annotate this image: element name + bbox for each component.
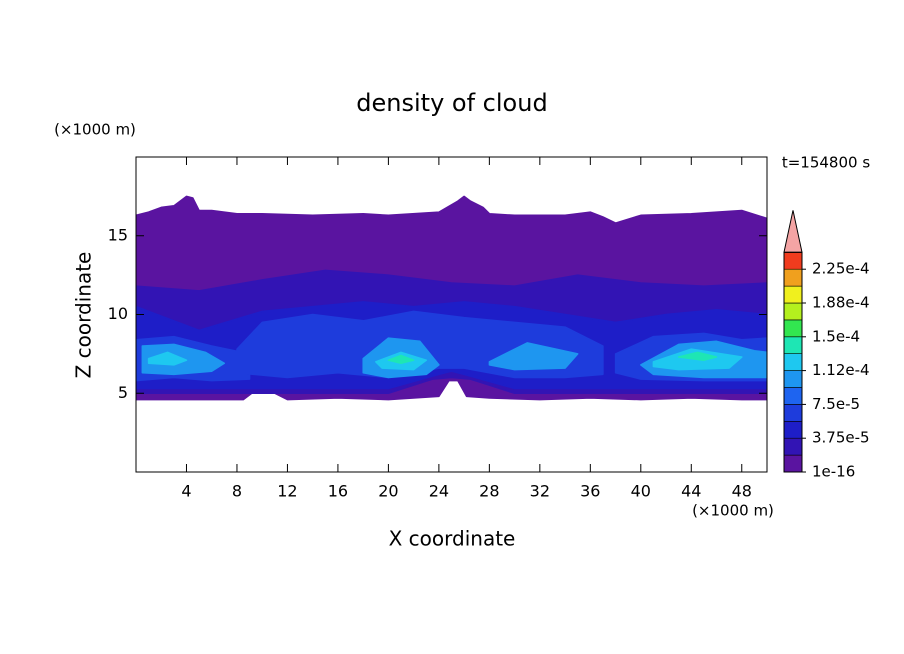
contour-region: [147, 351, 188, 366]
colorbar-tick-label: 3.75e-5: [812, 429, 870, 447]
x-tick-label: 4: [181, 482, 191, 501]
colorbar-band: [783, 336, 803, 354]
colorbar-band: [783, 420, 803, 439]
y-tick-label: 15: [108, 225, 128, 244]
y-tick-label: 5: [118, 383, 128, 402]
contour-region: [677, 351, 718, 361]
x-tick-label: 20: [378, 482, 398, 501]
colorbar-band: [783, 252, 803, 270]
chart-title: density of cloud: [356, 89, 547, 117]
contour-region: [387, 354, 415, 365]
colorbar-tick-label: 2.25e-4: [812, 260, 870, 278]
colorbar-band: [783, 319, 803, 338]
colorbar-band: [783, 353, 803, 371]
x-tick-label: 44: [681, 482, 701, 501]
colorbar-tick-label: 1e-16: [812, 463, 855, 481]
x-tick-label: 32: [530, 482, 550, 501]
time-annotation: t=154800 s: [782, 154, 870, 172]
y-unit: (×1000 m): [54, 121, 136, 139]
colorbar: 1e-16 3.75e-5 7.5e-5 1.12e-4 1.5e-4 1.88e-4 2.…: [783, 210, 870, 481]
y-tick-label: 10: [108, 304, 128, 323]
contour-region: [488, 342, 579, 371]
colorbar-band: [783, 268, 803, 287]
colorbar-band: [783, 437, 803, 456]
colorbar-frame: [783, 251, 803, 473]
colorbar-band: [783, 285, 803, 304]
x-tick-label: 36: [580, 482, 600, 501]
colorbar-tick-label: 1.88e-4: [812, 294, 870, 312]
x-unit: (×1000 m): [692, 502, 774, 520]
colorbar-tick-label: 1.5e-4: [812, 327, 860, 345]
contour-layer: [136, 195, 767, 401]
x-tick-label: 16: [328, 482, 348, 501]
x-tick-label: 28: [479, 482, 499, 501]
colorbar-band: [783, 370, 803, 388]
x-tick-label: 24: [429, 482, 449, 501]
colorbar-band: [783, 302, 803, 321]
colorbar-tick-label: 1.12e-4: [812, 361, 870, 379]
colorbar-extend: [783, 210, 803, 253]
x-tick-label: 8: [232, 482, 242, 501]
x-tick-label: 12: [277, 482, 297, 501]
x-tick-label: 40: [631, 482, 651, 501]
x-axis-title: X coordinate: [389, 527, 516, 551]
colorbar-tick-label: 7.5e-5: [812, 395, 860, 413]
x-tick-label: 48: [732, 482, 752, 501]
colorbar-band: [783, 404, 803, 422]
y-axis-title: Z coordinate: [72, 252, 96, 379]
colorbar-band: [783, 387, 803, 405]
colorbar-band: [783, 454, 803, 473]
